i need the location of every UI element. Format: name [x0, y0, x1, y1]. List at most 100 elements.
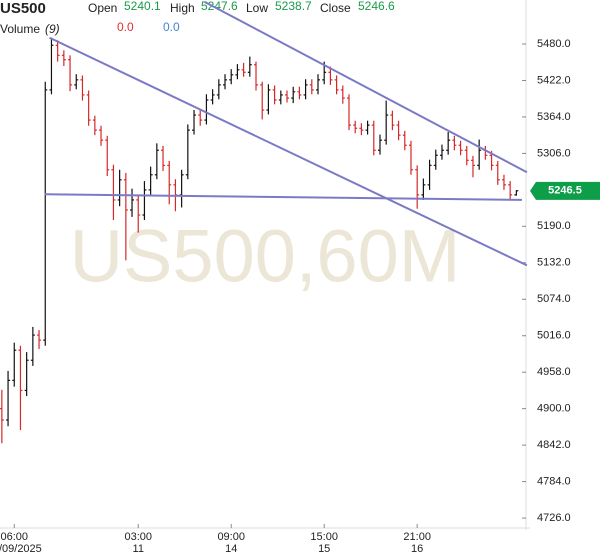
ohlc-bar	[30, 326, 35, 366]
volume-value: 0.0	[117, 20, 134, 34]
x-tick-label: 09:00	[217, 531, 245, 543]
ohlc-bar	[37, 330, 42, 349]
ohlc-bar	[86, 90, 91, 126]
ohlc-bar	[61, 50, 66, 67]
ohlc-bar	[117, 169, 122, 207]
y-tick-label: 5306.0	[537, 147, 571, 159]
ohlc-bar	[390, 110, 395, 131]
ohlc-bar	[24, 352, 29, 397]
ohlc-bar	[359, 123, 364, 136]
ohlc-bar	[402, 130, 407, 151]
x-tick-label: 21:00	[403, 531, 431, 543]
ohlc-bar	[111, 164, 116, 221]
ohlc-bar	[192, 110, 197, 135]
ohlc-bar	[148, 166, 153, 195]
ohlc-bar	[49, 37, 54, 95]
ohlc-bar	[316, 74, 320, 95]
ohlc-bar	[161, 145, 166, 172]
ohlc-bar	[291, 86, 296, 104]
x-tick-label: 15:00	[310, 531, 338, 543]
ohlc-bar	[43, 81, 48, 346]
ohlc-bar	[130, 188, 135, 217]
x-tick-label: 06:00	[0, 531, 28, 543]
ohlc-bar	[470, 155, 475, 178]
ohlc-bar	[80, 75, 85, 101]
y-tick-label: 4842.0	[537, 439, 571, 451]
ohlc-bar	[297, 86, 302, 100]
ohlc-bar	[396, 120, 401, 141]
x-tick-date: 16	[411, 543, 423, 555]
ohlc-bar	[254, 61, 259, 91]
ohlc-bar	[427, 159, 432, 190]
ohlc-bar	[495, 160, 500, 185]
legend-value: 5240.1	[124, 0, 161, 13]
ohlc-bar	[501, 174, 506, 190]
x-tick-date: 14	[225, 543, 237, 555]
x-tick-date: 11	[133, 543, 144, 555]
ohlc-bar	[303, 79, 308, 100]
ohlc-bar	[92, 115, 97, 136]
ohlc-bar	[446, 132, 451, 155]
ohlc-bar	[272, 85, 277, 105]
ohlc-bar	[0, 389, 4, 444]
ohlc-bar	[68, 55, 73, 92]
ohlc-bar	[99, 125, 104, 146]
ohlc-bar	[6, 370, 11, 427]
ohlc-bar	[216, 79, 221, 100]
ohlc-bar	[241, 62, 246, 77]
y-tick-label: 5190.0	[537, 220, 571, 232]
ohlc-bar	[439, 144, 444, 160]
ohlc-bar	[278, 90, 283, 105]
ohlc-bar	[266, 84, 271, 115]
ohlc-bar	[353, 120, 358, 134]
ohlc-bar	[235, 64, 240, 80]
ohlc-bar	[365, 120, 370, 135]
ohlc-bar	[154, 143, 159, 180]
ohlc-bar	[18, 345, 23, 431]
y-tick-label: 4958.0	[537, 366, 571, 378]
ohlc-bar	[458, 140, 463, 156]
y-tick-label: 5016.0	[537, 330, 571, 342]
y-tick-label: 4784.0	[537, 475, 571, 487]
legend-label: Close	[320, 1, 351, 15]
ohlc-bar	[223, 74, 228, 90]
y-tick-label: 5074.0	[537, 293, 571, 305]
ohlc-bar	[415, 165, 420, 209]
ohlc-bar	[204, 94, 209, 125]
ohlc-bar	[309, 79, 314, 95]
ohlc-bar	[334, 75, 339, 95]
ohlc-bar	[198, 109, 203, 126]
ohlc-bar	[346, 94, 351, 131]
trendline	[49, 36, 528, 267]
ohlc-bar	[408, 140, 413, 175]
ohlc-bar	[260, 81, 265, 120]
legend-value: 5238.7	[275, 0, 312, 13]
ohlc-bar	[185, 124, 190, 180]
chart-title: US500	[0, 0, 46, 17]
x-tick-date: 04/09/2025	[0, 543, 42, 555]
ohlc-bar	[328, 66, 333, 85]
ohlc-bar	[452, 135, 457, 151]
ohlc-bar	[377, 134, 382, 155]
y-tick-label: 5480.0	[537, 38, 571, 50]
trendline	[44, 193, 522, 201]
ohlc-bar	[105, 135, 110, 177]
ohlc-bar	[340, 85, 345, 104]
ohlc-bar	[371, 120, 376, 156]
ohlc-bar	[74, 74, 79, 90]
y-tick-label: 4900.0	[537, 403, 571, 415]
y-tick-label: 4726.0	[537, 512, 571, 524]
ohlc-bar	[12, 342, 17, 387]
ohlc-bar	[179, 169, 184, 208]
legend-value: 5246.6	[358, 0, 395, 13]
ohlc-bar	[477, 139, 482, 170]
last-price-box	[530, 181, 600, 200]
ohlc-bar	[421, 178, 426, 200]
ohlc-bar	[514, 190, 519, 196]
legend-value: 5247.6	[201, 0, 238, 13]
last-price-label: 5246.5	[548, 185, 582, 197]
ohlc-bar	[123, 172, 128, 261]
ohlc-bar	[167, 160, 172, 205]
